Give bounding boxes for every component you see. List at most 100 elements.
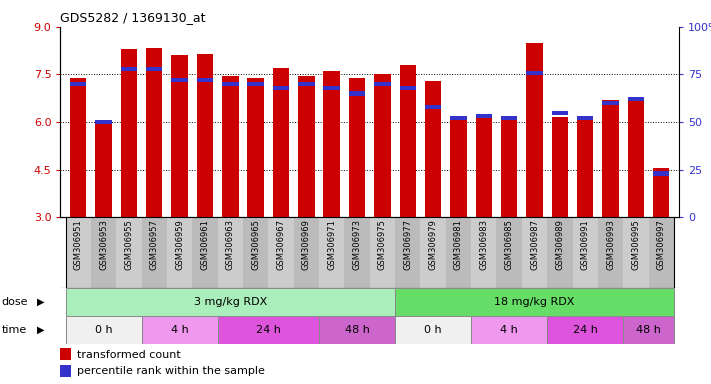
Bar xyxy=(374,82,390,86)
Bar xyxy=(324,86,340,90)
Text: GSM306959: GSM306959 xyxy=(175,220,184,270)
Text: 48 h: 48 h xyxy=(636,325,661,335)
Bar xyxy=(471,217,496,288)
Bar xyxy=(141,217,167,288)
Text: GSM306963: GSM306963 xyxy=(226,220,235,270)
Bar xyxy=(116,217,141,288)
Text: GSM306995: GSM306995 xyxy=(631,220,641,270)
Bar xyxy=(349,91,365,96)
Bar xyxy=(60,348,71,360)
Text: GSM306985: GSM306985 xyxy=(505,220,513,270)
Bar xyxy=(552,118,568,217)
Bar xyxy=(420,217,446,288)
Bar xyxy=(95,120,112,124)
Bar xyxy=(400,65,416,217)
Bar xyxy=(91,217,116,288)
Text: GSM306979: GSM306979 xyxy=(429,220,437,270)
Bar xyxy=(374,74,390,217)
Text: ▶: ▶ xyxy=(37,297,45,307)
Bar xyxy=(65,288,395,316)
Bar xyxy=(446,217,471,288)
Bar xyxy=(476,118,492,217)
Text: GSM306973: GSM306973 xyxy=(353,220,362,270)
Bar xyxy=(425,81,442,217)
Bar xyxy=(298,76,314,217)
Bar xyxy=(624,316,674,344)
Bar xyxy=(628,100,644,217)
Text: percentile rank within the sample: percentile rank within the sample xyxy=(77,366,265,376)
Bar xyxy=(628,97,644,101)
Text: GSM306997: GSM306997 xyxy=(657,220,665,270)
Bar xyxy=(598,217,624,288)
Bar xyxy=(294,217,319,288)
Bar xyxy=(344,217,370,288)
Bar xyxy=(319,217,344,288)
Text: GSM306971: GSM306971 xyxy=(327,220,336,270)
Bar xyxy=(648,217,674,288)
Text: GSM306981: GSM306981 xyxy=(454,220,463,270)
Text: 3 mg/kg RDX: 3 mg/kg RDX xyxy=(193,297,267,307)
Bar xyxy=(624,217,648,288)
Bar xyxy=(222,76,238,217)
Text: GSM306957: GSM306957 xyxy=(150,220,159,270)
Bar xyxy=(218,217,243,288)
Bar xyxy=(400,86,416,90)
Bar xyxy=(121,67,137,71)
Bar xyxy=(501,118,518,217)
Bar xyxy=(602,101,619,105)
Bar xyxy=(273,68,289,217)
Text: 0 h: 0 h xyxy=(424,325,442,335)
Bar xyxy=(95,122,112,217)
Bar xyxy=(349,78,365,217)
Text: 4 h: 4 h xyxy=(171,325,188,335)
Bar xyxy=(476,114,492,118)
Bar xyxy=(547,217,572,288)
Text: GSM306993: GSM306993 xyxy=(606,220,615,270)
Bar xyxy=(121,49,137,217)
Bar xyxy=(171,78,188,82)
Bar xyxy=(572,217,598,288)
Bar xyxy=(395,217,420,288)
Bar xyxy=(268,217,294,288)
Text: GSM306977: GSM306977 xyxy=(403,220,412,270)
Text: GSM306989: GSM306989 xyxy=(555,220,565,270)
Bar xyxy=(146,48,163,217)
Text: time: time xyxy=(1,325,27,335)
Bar xyxy=(501,116,518,120)
Text: GSM306955: GSM306955 xyxy=(124,220,134,270)
Bar xyxy=(247,82,264,86)
Bar xyxy=(395,288,674,316)
Bar xyxy=(273,86,289,90)
Bar xyxy=(197,54,213,217)
Bar xyxy=(577,116,594,120)
Bar xyxy=(547,316,624,344)
Text: GSM306991: GSM306991 xyxy=(581,220,589,270)
Text: GSM306969: GSM306969 xyxy=(302,220,311,270)
Bar xyxy=(526,43,542,217)
Bar xyxy=(370,217,395,288)
Bar xyxy=(70,78,87,217)
Bar xyxy=(319,316,395,344)
Bar xyxy=(653,172,670,175)
Bar xyxy=(450,119,466,217)
Bar xyxy=(471,316,547,344)
Bar xyxy=(577,118,594,217)
Text: GSM306987: GSM306987 xyxy=(530,220,539,270)
Text: 24 h: 24 h xyxy=(573,325,598,335)
Bar xyxy=(653,168,670,217)
Bar xyxy=(324,71,340,217)
Bar xyxy=(65,217,91,288)
Bar xyxy=(171,55,188,217)
Bar xyxy=(602,100,619,217)
Text: ▶: ▶ xyxy=(37,325,45,335)
Bar xyxy=(146,67,163,71)
Bar xyxy=(60,365,71,376)
Text: 4 h: 4 h xyxy=(501,325,518,335)
Bar xyxy=(522,217,547,288)
Text: GSM306983: GSM306983 xyxy=(479,220,488,270)
Text: GSM306975: GSM306975 xyxy=(378,220,387,270)
Bar xyxy=(192,217,218,288)
Text: dose: dose xyxy=(1,297,28,307)
Text: 0 h: 0 h xyxy=(95,325,112,335)
Text: GDS5282 / 1369130_at: GDS5282 / 1369130_at xyxy=(60,11,206,24)
